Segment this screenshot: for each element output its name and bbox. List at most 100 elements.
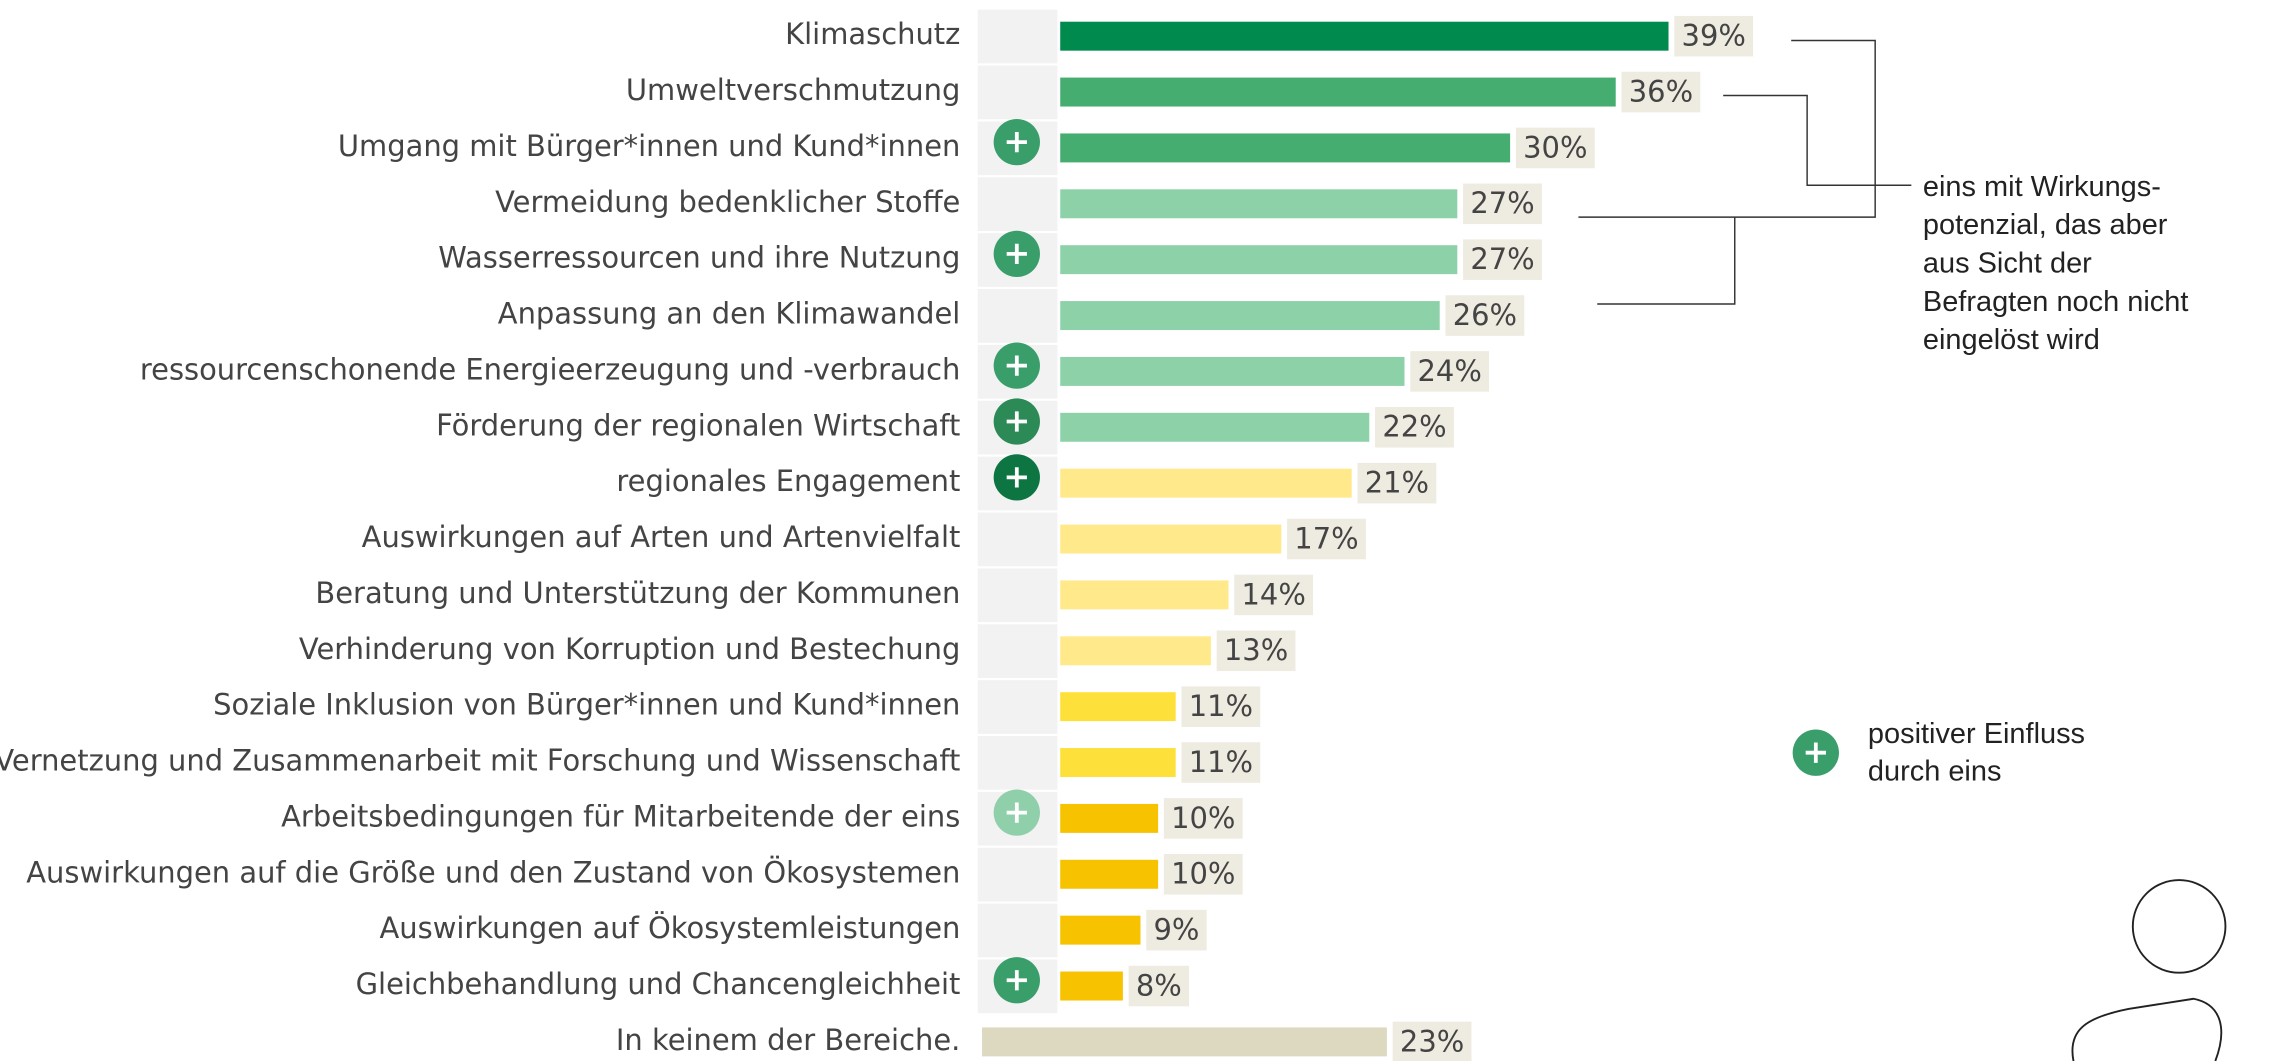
bar [982, 1027, 1387, 1057]
value-label-bg [1392, 1021, 1472, 1061]
value-label-bg [1463, 183, 1542, 225]
decoration [2131, 879, 2227, 974]
plus-sign [1805, 742, 1826, 763]
category-label: Vermeidung bedenklicher Stoffe [495, 185, 960, 219]
category-label: Beratung und Unterstützung der Kommunen [315, 576, 960, 610]
value-label: 27% [1470, 186, 1534, 220]
category-label: Vernetzung und Zusammenarbeit mit Forsch… [0, 744, 960, 778]
category-label: regionales Engagement [616, 464, 960, 498]
value-label-bg [1181, 686, 1261, 727]
category-label: Auswirkungen auf Ökosystemleistungen [379, 911, 960, 945]
icon-cell [977, 903, 1058, 958]
plus-sign [1006, 355, 1027, 376]
bar [1060, 301, 1440, 331]
leader-lines [1578, 39, 1912, 305]
icon-cell [977, 680, 1058, 734]
plus-sign [1006, 243, 1027, 265]
annotation: aus Sicht der [1923, 248, 2092, 280]
category-label: Gleichbehandlung und Chancengleichheit [356, 967, 961, 1001]
legend-label: durch eins [1868, 756, 2002, 788]
value-label-bg [1128, 965, 1190, 1007]
value-label: 10% [1171, 857, 1235, 891]
bar [1060, 692, 1176, 722]
leader-line [1597, 217, 1736, 305]
value-label: 26% [1453, 298, 1517, 332]
value-label: 23% [1400, 1024, 1464, 1058]
value-label-bg [1463, 239, 1542, 280]
plus-sign [1006, 411, 1027, 432]
bar [1060, 189, 1458, 219]
plus-sign [1006, 132, 1027, 153]
icon-cell [977, 568, 1058, 623]
bar [1060, 468, 1352, 498]
value-label: 11% [1189, 689, 1253, 723]
icon-cell [977, 847, 1058, 902]
decoration [2071, 997, 2223, 1061]
category-label: ressourcenschonende Energieerzeugung und… [140, 352, 960, 386]
value-label-bg [1621, 71, 1701, 113]
leader-line [1578, 39, 1876, 218]
value-label-bg [1375, 407, 1454, 448]
icon-cell [977, 289, 1058, 343]
value-label: 30% [1523, 130, 1587, 164]
value-label-bg [1216, 630, 1296, 672]
category-label: Verhinderung von Korruption und Bestechu… [299, 632, 960, 666]
annotation: potenzial, das aber [1923, 209, 2168, 241]
value-label-bg [1410, 351, 1490, 392]
icon-cell [977, 736, 1058, 790]
value-label-bg [1357, 462, 1437, 504]
plus-sign [1006, 802, 1027, 823]
bar [1060, 971, 1123, 1001]
value-label-bg [1163, 798, 1243, 839]
icon-cell [977, 65, 1058, 120]
category-label: Umgang mit Bürger*innen und Kund*innen [338, 129, 960, 163]
category-label: Anpassung an den Klimawandel [498, 297, 961, 331]
value-label-bg [1515, 127, 1595, 169]
bar [1060, 580, 1229, 610]
icon-cell [977, 177, 1058, 232]
category-label: Auswirkungen auf die Größe und den Zusta… [26, 855, 960, 889]
category-label: Klimaschutz [785, 17, 960, 51]
value-label-bg [1234, 574, 1314, 616]
value-label: 21% [1365, 466, 1429, 500]
bar [1060, 356, 1405, 386]
value-label: 11% [1189, 745, 1253, 779]
value-label: 22% [1382, 410, 1446, 444]
value-label: 14% [1242, 577, 1306, 611]
bar [1060, 748, 1176, 778]
plus-sign [1006, 467, 1027, 488]
bar [1060, 412, 1370, 442]
annotation: eins mit Wirkungs- [1923, 171, 2161, 203]
bar [1060, 803, 1159, 833]
value-label: 17% [1294, 521, 1358, 555]
leader-line [1723, 94, 1912, 187]
category-label: Wasserressourcen und ihre Nutzung [438, 241, 960, 275]
bar [1060, 245, 1458, 275]
bar [1060, 524, 1282, 554]
value-label: 36% [1629, 75, 1693, 109]
bar [1060, 77, 1616, 107]
category-label: Umweltverschmutzung [626, 73, 961, 107]
value-label-bg [1181, 742, 1261, 783]
value-label-bg [1163, 854, 1243, 895]
value-label-bg [1287, 518, 1366, 560]
value-label: 13% [1224, 633, 1288, 667]
annotation: eingelöst wird [1923, 324, 2100, 356]
bar [1060, 133, 1511, 163]
value-label: 39% [1682, 19, 1746, 53]
category-label: In keinem der Bereiche. [616, 1023, 960, 1057]
category-label: Soziale Inklusion von Bürger*innen und K… [213, 688, 960, 722]
icon-cell [977, 9, 1058, 64]
value-label-bg [1674, 15, 1754, 57]
value-label-bg [1146, 909, 1207, 951]
value-label: 27% [1470, 242, 1534, 276]
category-label: Arbeitsbedingungen für Mitarbeitende der… [281, 799, 960, 833]
value-label: 10% [1171, 801, 1235, 835]
category-label: Auswirkungen auf Arten und Artenvielfalt [362, 520, 961, 554]
bar [1060, 859, 1159, 889]
icon-cell [977, 624, 1058, 678]
icon-cell [977, 512, 1058, 567]
bar [1060, 21, 1669, 51]
bar [1060, 915, 1141, 945]
